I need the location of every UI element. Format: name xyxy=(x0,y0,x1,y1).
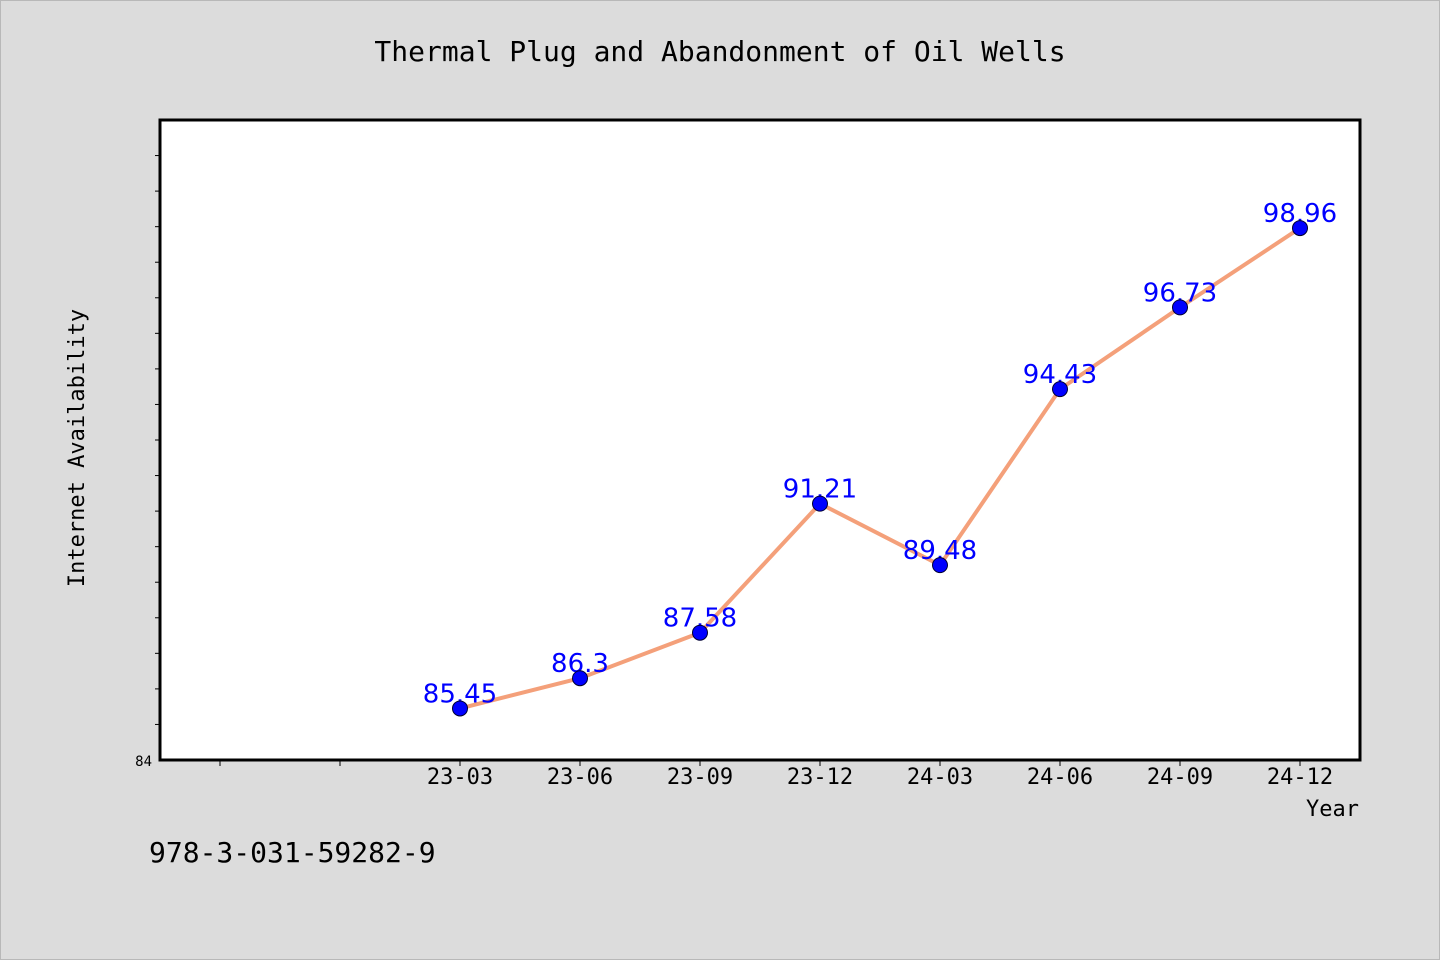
x-tick-label: 23-09 xyxy=(667,765,733,790)
x-tick-labels: 23-03 23-06 23-09 23-12 24-03 24-06 24-09 24-12 xyxy=(427,765,1333,790)
y-tick-label-min: 84 xyxy=(135,754,152,770)
series-line xyxy=(458,226,1302,711)
y-axis-ticks xyxy=(155,155,160,725)
data-point xyxy=(572,670,588,687)
data-point xyxy=(1292,220,1308,237)
data-point xyxy=(812,495,828,512)
x-axis-label: Year xyxy=(1306,797,1359,822)
footer-isbn: 978-3-031-59282-9 xyxy=(149,836,436,869)
x-tick-label: 24-03 xyxy=(907,765,973,790)
data-point xyxy=(1172,299,1188,316)
x-tick-label: 24-09 xyxy=(1147,765,1213,790)
chart-title: Thermal Plug and Abandonment of Oil Well… xyxy=(374,35,1065,68)
data-point xyxy=(692,624,708,641)
x-tick-label: 23-12 xyxy=(787,765,853,790)
data-point xyxy=(452,700,468,717)
data-point xyxy=(1052,381,1068,398)
x-tick-label: 23-06 xyxy=(547,765,613,790)
x-tick-label: 24-12 xyxy=(1267,765,1333,790)
plot-area xyxy=(158,118,1362,762)
x-tick-label: 24-06 xyxy=(1027,765,1093,790)
data-point xyxy=(932,557,948,574)
x-axis-ticks xyxy=(219,760,1301,766)
x-tick-label: 23-03 xyxy=(427,765,493,790)
y-axis-label: Internet Availability xyxy=(65,309,90,587)
